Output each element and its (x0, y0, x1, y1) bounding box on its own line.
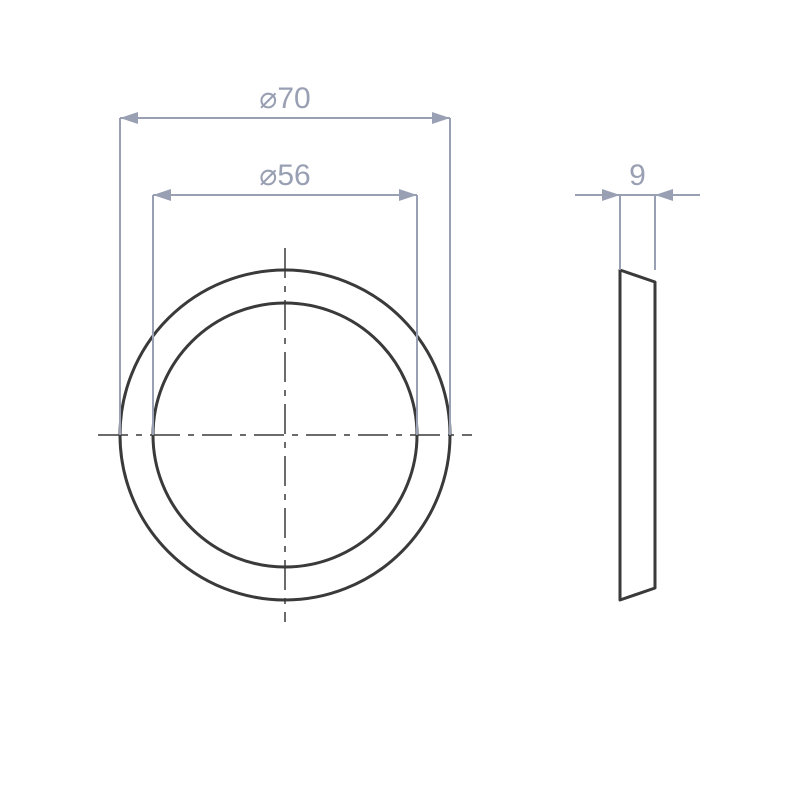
dim-arrow (655, 189, 673, 201)
dim-arrow (399, 189, 417, 201)
technical-drawing: ⌀70 ⌀56 9 (0, 0, 800, 800)
side-profile (620, 270, 655, 600)
dim-label-outer: ⌀70 (259, 82, 310, 115)
dim-arrow (602, 189, 620, 201)
dim-label-thickness: 9 (629, 159, 646, 192)
dim-label-inner: ⌀56 (259, 159, 310, 192)
dim-arrow (153, 189, 171, 201)
dim-arrow (432, 112, 450, 124)
dim-arrow (120, 112, 138, 124)
